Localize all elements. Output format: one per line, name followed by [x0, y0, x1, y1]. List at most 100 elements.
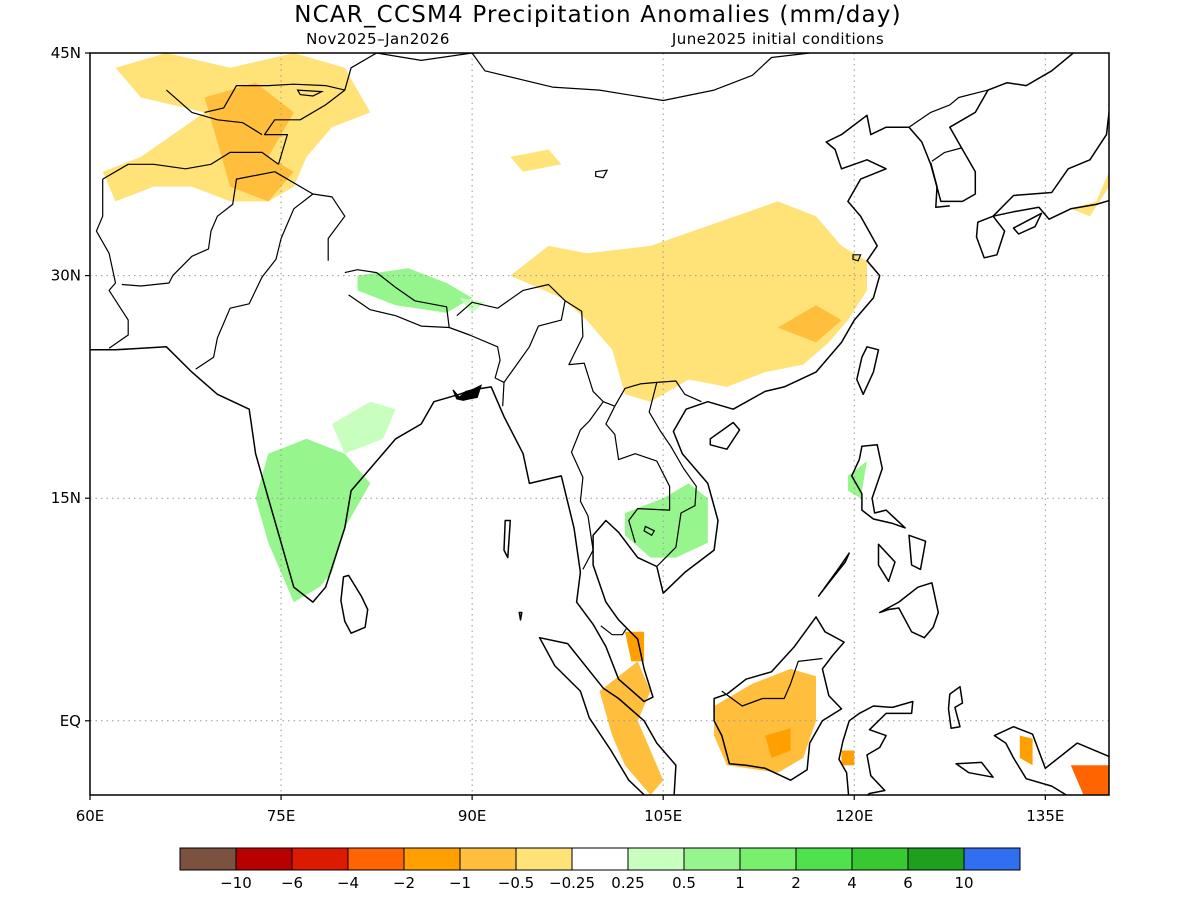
lon-tick-label-90: 90E	[458, 807, 487, 825]
water-ganges-delta	[452, 384, 483, 401]
colorbar-swatch-3	[347, 847, 405, 871]
lon-tick-label-135: 135E	[1026, 807, 1064, 825]
colorbar-swatch-12	[851, 847, 909, 871]
coast-hokkaido	[1108, 100, 1109, 106]
coast-hainan	[709, 421, 741, 450]
colorbar-label-5: −0.5	[498, 874, 534, 892]
colorbar-label-9: 1	[735, 874, 745, 892]
map-body	[90, 29, 1147, 845]
colorbar-swatch-4	[403, 847, 461, 871]
anomaly-philippines-wet	[847, 461, 867, 499]
forecast-period: Nov2025–Jan2026	[306, 30, 450, 48]
coast-sri-lanka	[340, 574, 369, 634]
coast-samar-leyte	[908, 534, 927, 571]
anomaly-new-guinea-west-dry	[1019, 735, 1033, 766]
coast-sumatra	[538, 636, 677, 795]
water-qinghai	[595, 169, 609, 179]
lon-tick-label-105: 105E	[644, 807, 682, 825]
border-bangladesh-india	[448, 326, 505, 407]
coast-shikoku	[1012, 212, 1043, 235]
anomaly-south-india-wet	[255, 438, 371, 603]
anomaly-indochina-wet	[625, 483, 708, 558]
water-taihu	[852, 254, 862, 262]
border-china-mongolia	[376, 53, 810, 102]
colorbar-label-8: 0.5	[672, 874, 696, 892]
figure-title: NCAR_CCSM4 Precipitation Anomalies (mm/d…	[294, 2, 902, 28]
colorbar-swatch-5	[459, 847, 517, 871]
axis-labels: 60E 75E 90E 105E 120E 135E 45N 30N 15N EQ	[51, 44, 1065, 825]
colorbar-label-3: −2	[393, 874, 415, 892]
coast-mindanao	[878, 582, 940, 639]
colorbar-label-12: 6	[903, 874, 913, 892]
lat-tick-label-0: EQ	[60, 712, 81, 730]
coastline-layer	[90, 29, 1147, 845]
colorbar-label-10: 2	[791, 874, 801, 892]
border-vietnam-laos-cambodia	[648, 382, 697, 567]
colorbar-swatch-11	[795, 847, 853, 871]
colorbar-legend: −10 −6 −4 −2 −1 −0.5 −0.25 0.25 0.5 1 2 4 6 10	[179, 847, 1021, 892]
border-china-west	[263, 53, 377, 165]
coast-sakhalin	[1132, 29, 1147, 39]
colorbar-label-11: 4	[847, 874, 857, 892]
lat-tick-label-45: 45N	[51, 44, 81, 62]
border-uzbek-tajik	[166, 89, 263, 136]
border-china-nkorea	[908, 89, 989, 128]
water-tonle-sap	[643, 525, 656, 537]
colorbar-label-7: 0.25	[611, 874, 644, 892]
colorbar-swatch-8	[627, 847, 685, 871]
initial-conditions: June2025 initial conditions	[671, 30, 884, 48]
coast-korea-coast	[929, 162, 950, 209]
colorbar-swatch-14	[963, 847, 1021, 871]
anomaly-tibet-north-dry	[510, 149, 562, 172]
coast-borneo	[713, 616, 845, 781]
anomaly-sulawesi-dry	[841, 750, 855, 766]
anomaly-bangladesh-wet	[459, 297, 485, 313]
colorbar-swatch-9	[683, 847, 741, 871]
coast-halmahera	[947, 685, 964, 729]
border-laos-thailand-cambodia	[605, 405, 671, 543]
border-malaysia-thailand	[600, 625, 627, 636]
border-kyrgyz-kazakh	[204, 83, 345, 113]
anomaly-sumatra-dry	[599, 661, 664, 795]
colorbar-label-0: −10	[220, 874, 252, 892]
border-central-asia-north	[102, 151, 279, 180]
border-korea-dmz	[931, 147, 962, 162]
anomaly-shading-layer	[102, 53, 1109, 795]
coast-seram	[955, 761, 994, 778]
coast-new-guinea	[993, 725, 1109, 795]
inland-water-layer	[296, 89, 862, 537]
map-frame	[89, 52, 1110, 796]
lon-tick-label-75: 75E	[267, 807, 296, 825]
border-borneo-malaysia-indonesia	[721, 657, 823, 707]
lon-tick-label-60: 60E	[76, 807, 105, 825]
anomaly-new-guinea-east-dry	[1070, 765, 1109, 795]
coast-java	[670, 808, 785, 845]
border-afghanistan-pakistan	[121, 171, 275, 287]
colorbar-swatch-13	[907, 847, 965, 871]
coast-nicobar	[518, 611, 523, 621]
colorbar-label-6: −0.25	[549, 874, 595, 892]
coast-asia-mainland	[90, 53, 1074, 703]
lat-tick-label-15: 15N	[51, 489, 81, 507]
border-myanmar-china	[564, 300, 616, 407]
colorbar-label-4: −1	[449, 874, 471, 892]
border-india-pakistan	[195, 171, 314, 370]
border-iran-afghanistan	[95, 179, 129, 349]
anomaly-japan-dry	[1070, 171, 1109, 217]
border-kashmir-china	[312, 193, 346, 261]
border-myanmar-thailand	[570, 401, 604, 570]
colorbar-swatch-6	[515, 847, 573, 871]
coast-luzon	[850, 444, 906, 529]
colorbar-swatch-10	[739, 847, 797, 871]
border-layer	[95, 53, 989, 707]
colorbar-label-13: 10	[954, 874, 973, 892]
coast-sulawesi	[838, 700, 914, 795]
lat-tick-label-30: 30N	[51, 267, 81, 285]
anomaly-east-india-wet	[332, 401, 396, 454]
coast-visayas	[877, 543, 896, 583]
colorbar-swatch-2	[291, 847, 349, 871]
colorbar-swatch-0	[179, 847, 237, 871]
anomaly-south-china-dry-core	[777, 305, 842, 343]
